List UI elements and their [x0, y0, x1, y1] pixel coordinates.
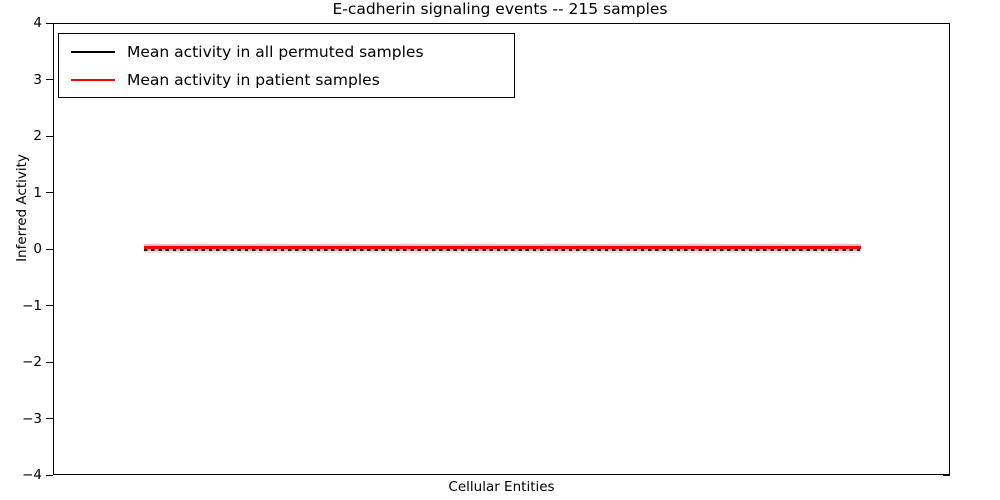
chart-title: E-cadherin signaling events -- 215 sampl…: [332, 0, 668, 18]
y-tick-label: 4: [33, 15, 42, 31]
y-tick-label: 1: [33, 184, 42, 201]
y-tick-label: 0: [33, 241, 42, 257]
y-tick-label: −1: [22, 297, 42, 314]
series-line-patient: [143, 246, 862, 249]
y-tick-mark: [46, 22, 53, 24]
y-tick-mark-right: [943, 474, 950, 476]
legend-label-patient: Mean activity in patient samples: [127, 71, 380, 89]
y-tick-label: −4: [22, 467, 42, 483]
y-tick-mark: [46, 361, 53, 363]
y-tick-label: −3: [22, 410, 42, 427]
legend-entry-permuted: Mean activity in all permuted samples: [59, 38, 516, 66]
y-tick-label: −2: [22, 354, 42, 370]
y-tick-label: 2: [33, 128, 42, 144]
y-tick-label: 3: [33, 71, 42, 88]
y-tick-mark: [46, 474, 53, 476]
y-tick-mark: [46, 305, 53, 307]
y-tick-mark: [46, 248, 53, 250]
legend-label-permuted: Mean activity in all permuted samples: [127, 43, 424, 61]
x-axis-label: Cellular Entities: [448, 479, 555, 495]
chart-legend: Mean activity in all permuted samples Me…: [58, 33, 515, 98]
y-tick-mark: [46, 418, 53, 420]
legend-line-swatch-black: [71, 51, 115, 53]
y-tick-mark: [46, 192, 53, 194]
legend-line-swatch-red: [71, 79, 115, 81]
legend-entry-patient: Mean activity in patient samples: [59, 66, 516, 94]
series-line-permuted: [143, 248, 862, 252]
y-tick-mark: [46, 79, 53, 81]
y-tick-mark: [46, 135, 53, 137]
plot-area: [53, 23, 950, 475]
y-axis-label: Inferred Activity: [14, 154, 30, 262]
